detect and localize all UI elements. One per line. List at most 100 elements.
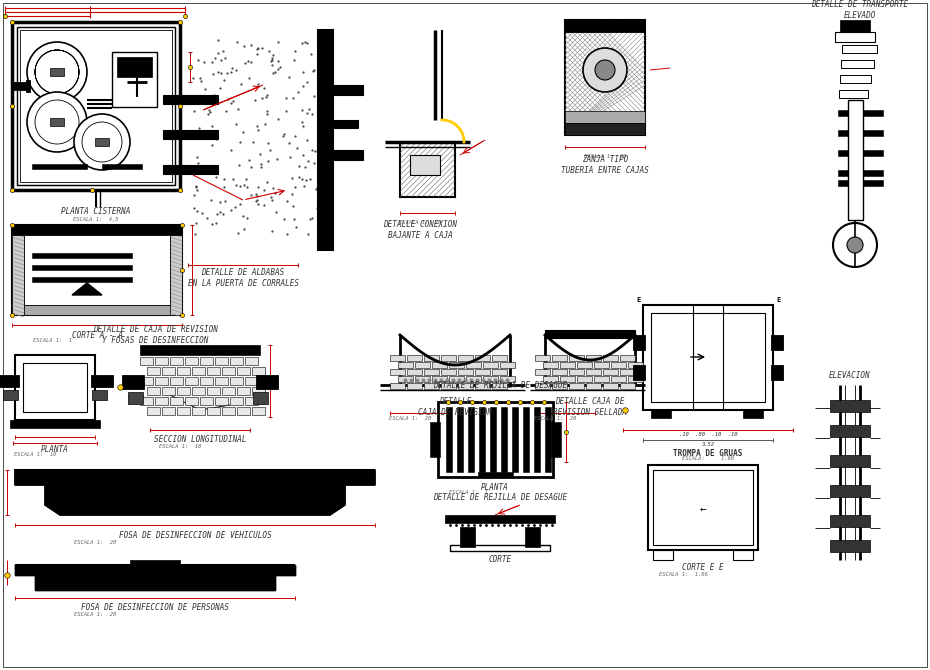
Bar [15,355,95,420]
Point [285,172,299,183]
Bar [830,485,870,497]
Point [301,228,316,239]
Text: ZANJA TIPO
TUBERIA ENTRE CAJAS: ZANJA TIPO TUBERIA ENTRE CAJAS [561,155,649,175]
Bar [523,407,529,472]
Point [220,93,235,104]
Bar [743,410,763,418]
Bar [565,20,645,135]
Point [266,50,281,60]
Point [232,137,247,147]
Point [266,68,281,78]
Bar [215,357,228,365]
Bar [479,407,485,472]
Text: PLANTA CISTERNA: PLANTA CISTERNA [61,208,131,216]
Bar [653,550,673,560]
Bar [543,376,558,382]
Point [204,195,219,206]
Point [268,188,283,198]
Point [208,133,223,144]
Bar [771,335,783,350]
Bar [12,305,182,315]
Point [300,135,315,146]
Bar [501,407,507,472]
Point [296,121,311,131]
Point [237,41,252,52]
Point [228,180,243,190]
Point [244,162,259,173]
Point [212,196,227,207]
Point [188,181,203,192]
Bar [17,27,175,185]
Bar [560,362,575,368]
Text: ESCALA 1:  20: ESCALA 1: 20 [584,155,626,159]
Text: FOSA DE DESINFECCION DE PERSONAS: FOSA DE DESINFECCION DE PERSONAS [81,604,229,612]
Bar [91,375,113,387]
Point [268,66,283,77]
Bar [838,130,848,136]
Bar [543,362,558,368]
Point [264,194,279,205]
Point [290,86,305,97]
Point [248,189,263,200]
Point [205,121,219,132]
Point [191,157,206,168]
Bar [842,45,877,53]
Bar [398,376,413,382]
Bar [840,75,871,83]
Bar [863,110,883,116]
Bar [450,545,550,551]
Bar [415,362,430,368]
Bar [475,383,490,389]
Point [233,180,248,191]
Bar [230,397,243,405]
Point [187,203,202,214]
Bar [560,376,575,382]
Point [295,117,310,127]
Point [226,96,241,107]
Text: ESCALA 1:  10: ESCALA 1: 10 [159,444,201,448]
Point [278,106,293,117]
Point [234,79,249,90]
Text: ESCALA 1:  10: ESCALA 1: 10 [14,452,56,458]
Bar [162,367,175,375]
Point [295,66,310,77]
Bar [424,383,439,389]
Point [298,161,312,172]
Point [270,153,285,164]
Point [214,68,229,78]
Bar [458,383,473,389]
Text: CORTE E E: CORTE E E [683,563,724,572]
Point [194,208,209,218]
Bar [446,407,452,472]
Point [272,62,287,72]
Point [191,55,206,66]
Point [269,206,284,217]
Bar [192,407,205,415]
Bar [633,365,645,380]
Bar [577,376,592,382]
Bar [200,377,213,385]
Point [231,227,246,238]
Point [212,83,227,94]
Point [205,218,219,229]
Bar [863,170,883,176]
Point [238,57,253,68]
Circle shape [82,122,122,162]
Bar [130,560,180,568]
Text: PLANTA: PLANTA [481,482,509,492]
Point [197,56,212,67]
Text: ESCALA 1:  1: ESCALA 1: 1 [448,490,487,496]
Point [232,160,246,171]
Bar [390,355,405,361]
Bar [222,367,235,375]
Bar [492,355,507,361]
Bar [245,377,258,385]
Point [186,106,201,117]
Bar [207,407,220,415]
Point [300,156,315,167]
Bar [475,355,490,361]
Point [218,196,232,206]
Point [260,137,275,148]
Bar [535,355,550,361]
Point [191,166,206,177]
